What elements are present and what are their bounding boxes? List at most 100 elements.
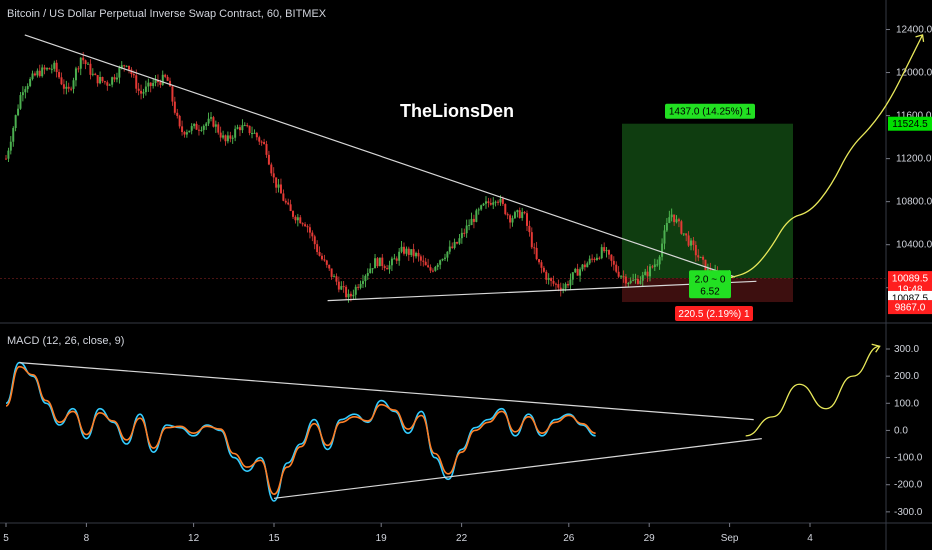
candle-body [115,77,118,80]
candle-body [349,293,352,297]
chart-title: Bitcoin / US Dollar Perpetual Inverse Sw… [7,8,327,20]
candle-body [545,271,548,280]
candle-body [472,218,475,222]
candle-body [135,75,138,89]
time-tick-label: 8 [84,533,90,544]
candle-body [313,236,316,245]
candle-body [210,117,213,119]
candle-body [680,221,683,234]
candle-body [354,286,357,295]
candle-body [547,278,550,280]
candle-body [460,232,463,239]
time-tick-label: 19 [376,533,388,544]
macd-projection-curve[interactable] [745,345,880,437]
candle-body [632,279,635,281]
risk-reward-box[interactable] [689,270,731,299]
target-tag[interactable] [665,103,755,119]
price-axis-tag-label: 10087.5 [892,293,929,304]
support-trendline[interactable] [327,280,757,302]
candle-body [330,268,333,277]
candle-body [424,261,427,266]
candle-body [569,279,572,286]
candle-body [67,86,70,89]
candle-body [492,202,495,205]
time-tick-label: 29 [644,533,656,544]
candle-body [154,80,157,83]
candle-body [84,60,87,65]
candle-body [308,227,311,233]
candle-body [342,286,345,288]
time-tick-label: 5 [3,533,9,544]
candle-body [690,240,693,246]
candle-body [475,210,478,222]
candle-body [103,81,106,83]
candle-body [636,279,639,284]
candle-body [38,70,41,77]
candle-body [345,286,348,298]
candle-body [132,73,135,76]
candle-body [328,264,331,269]
candle-body [282,193,285,201]
candle-body [265,144,268,155]
macd-resistance-trendline[interactable] [19,362,754,421]
candle-body [670,214,673,218]
candle-body [605,250,608,252]
macd-line[interactable] [5,361,596,502]
candle-body [111,77,114,85]
candle-body [518,210,521,218]
candle-body [19,95,22,109]
candle-body [593,258,596,260]
candle-body [661,243,664,257]
price-axis-tag [888,300,932,315]
price-tick-label: 10800.0 [896,197,932,208]
signal-line[interactable] [5,365,596,496]
candle-body [381,257,384,267]
candle-body [668,217,671,223]
candle-body [627,283,630,285]
macd-support-trendline[interactable] [273,438,762,499]
candle-body [94,73,97,76]
candle-body [559,287,562,291]
candle-body [521,212,524,218]
profit-zone[interactable] [622,123,793,279]
candle-body [333,276,336,278]
candle-body [443,257,446,259]
candle-body [412,249,415,257]
macd-tick-label: 200.0 [894,371,919,382]
candle-body [60,77,63,85]
candle-body [197,129,200,131]
stop-tag[interactable] [675,306,753,322]
price-projection-curve[interactable] [729,34,924,279]
candle-body [96,75,99,84]
candle-body [113,77,116,80]
candle-body [166,76,169,81]
candle-body [99,76,102,84]
candle-body [125,65,128,67]
candle-body [685,233,688,236]
candle-body [422,260,425,262]
candle-body [79,57,82,69]
candle-body [677,219,680,222]
candle-body [448,246,451,252]
candle-body [463,232,466,234]
candle-body [523,212,526,214]
candle-body [494,201,497,203]
candle-body [622,276,625,278]
candle-body [366,273,369,276]
candle-body [149,82,152,87]
candle-body [311,232,314,237]
candle-body [431,270,434,272]
watermark-text: TheLionsDen [400,101,514,121]
candle-body [74,68,77,81]
candle-body [509,215,512,223]
candle-body [451,246,454,248]
candle-body [697,255,700,258]
resistance-trendline[interactable] [24,34,736,278]
candle-body [33,73,36,76]
candle-body [489,203,492,205]
candle-body [46,68,49,70]
candle-body [214,124,217,127]
